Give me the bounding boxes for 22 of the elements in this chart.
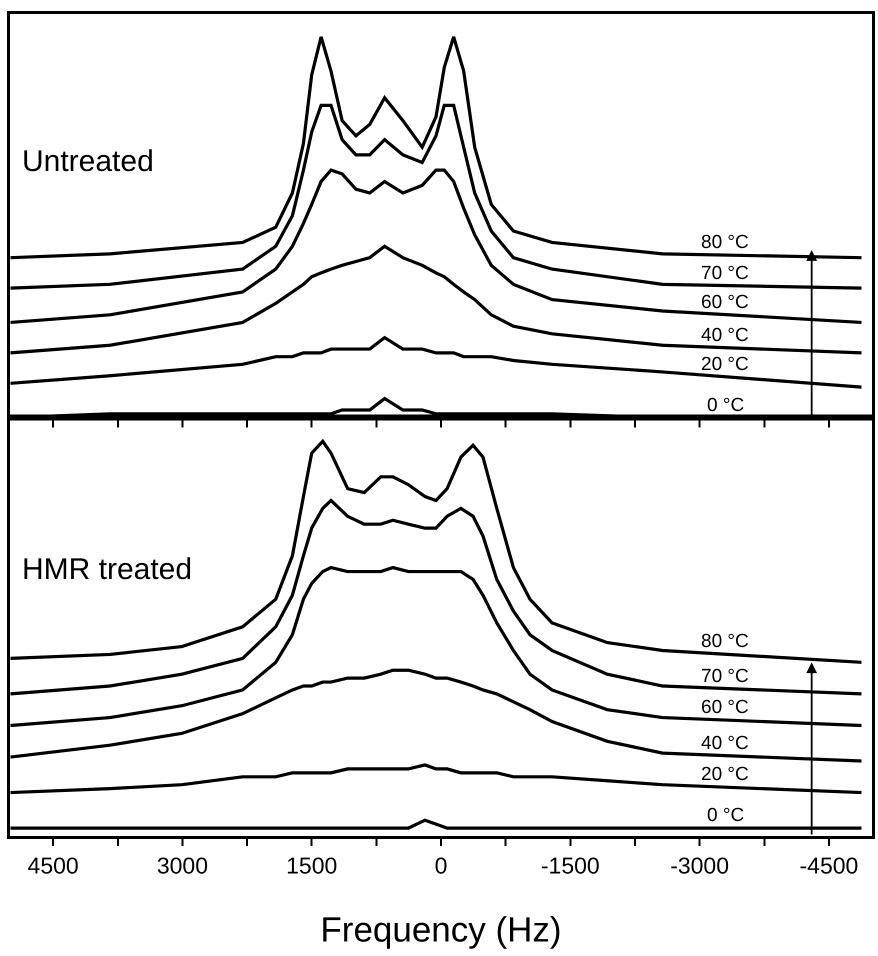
x-tick-label: -3000 bbox=[670, 852, 730, 878]
series-label: 0 °C bbox=[707, 805, 744, 826]
x-tick-label: 1500 bbox=[286, 852, 338, 878]
series-label: 40 °C bbox=[701, 325, 749, 346]
series-label: 80 °C bbox=[701, 631, 749, 652]
series-label: 70 °C bbox=[701, 263, 749, 284]
annotation: Untreated bbox=[22, 145, 154, 178]
series-label: 80 °C bbox=[701, 232, 749, 253]
annotation: HMR treated bbox=[22, 553, 192, 586]
series-label: 60 °C bbox=[701, 697, 749, 718]
series-label: 20 °C bbox=[701, 354, 749, 375]
x-tick-label: 3000 bbox=[156, 852, 208, 878]
x-tick-label: -4500 bbox=[799, 852, 858, 878]
x-tick-label: 0 bbox=[434, 852, 448, 878]
series-label: 40 °C bbox=[701, 733, 749, 754]
x-tick-label: 4500 bbox=[28, 852, 79, 878]
series-label: 20 °C bbox=[701, 764, 749, 785]
series-label: 60 °C bbox=[701, 292, 749, 313]
x-tick-label: -1500 bbox=[540, 852, 600, 878]
series-label: 0 °C bbox=[707, 395, 744, 416]
x-axis-title: Frequency (Hz) bbox=[320, 910, 562, 950]
series-label: 70 °C bbox=[701, 666, 749, 687]
